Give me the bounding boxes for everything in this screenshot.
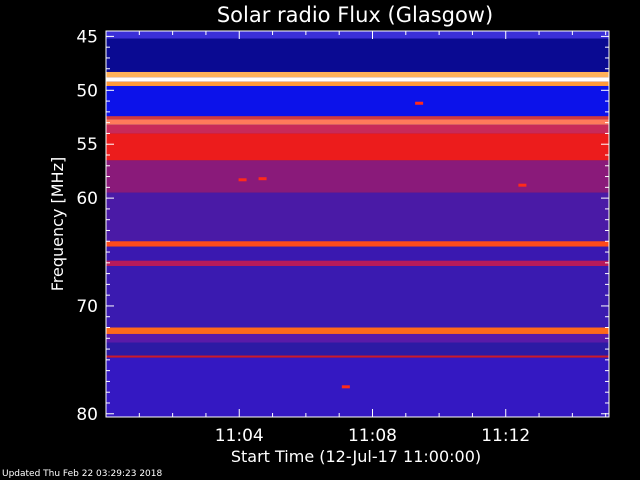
frequency-band-11 (106, 160, 609, 193)
frequency-band-9 (106, 124, 609, 134)
burst-mark-5 (341, 385, 350, 389)
frequency-band-13 (106, 241, 609, 247)
y-tick-label-4: 60 (76, 189, 98, 209)
y-tick-label-2: 50 (76, 81, 98, 101)
frequency-band-16 (106, 266, 609, 328)
y-tick-label-1: 45 (76, 27, 98, 47)
frequency-band-12 (106, 192, 609, 242)
frequency-band-1 (106, 31, 609, 39)
burst-mark-4 (518, 183, 527, 187)
y-tick-label-6: 80 (76, 405, 98, 425)
chart-title: Solar radio Flux (Glasgow) (217, 3, 493, 27)
frequency-band-5 (106, 81, 609, 86)
burst-mark-3 (415, 101, 424, 105)
frequency-band-8 (106, 119, 609, 125)
y-axis-label: Frequency [MHz] (48, 157, 67, 291)
plot-area (105, 30, 610, 418)
frequency-band-19 (106, 342, 609, 356)
x-tick-label-2: 11:08 (348, 426, 397, 446)
frequency-band-14 (106, 246, 609, 261)
frequency-band-3 (106, 71, 609, 78)
frequency-band-18 (106, 333, 609, 343)
plot-frame (105, 30, 610, 418)
burst-mark-1 (238, 178, 247, 182)
frequency-band-10 (106, 133, 609, 161)
x-axis-label: Start Time (12-Jul-17 11:00:00) (231, 447, 481, 466)
frequency-band-15 (106, 260, 609, 267)
y-tick-label-3: 55 (76, 135, 98, 155)
x-tick-label-3: 11:12 (481, 426, 530, 446)
frequency-band-21 (106, 357, 609, 417)
frequency-band-20 (106, 355, 609, 358)
x-axis: 11:04 11:08 11:12 (138, 31, 607, 446)
frequency-band-17 (106, 327, 609, 334)
y-axis: 45 50 55 60 70 80 (76, 27, 609, 425)
frequency-band-4 (106, 77, 609, 82)
frequency-band-7 (106, 116, 609, 120)
frequency-band-6 (106, 85, 609, 117)
updated-timestamp: Updated Thu Feb 22 03:29:23 2018 (2, 469, 163, 479)
x-tick-label-1: 11:04 (215, 426, 264, 446)
burst-mark-2 (258, 177, 267, 181)
y-tick-label-5: 70 (76, 297, 98, 317)
frequency-band-2 (106, 38, 609, 72)
